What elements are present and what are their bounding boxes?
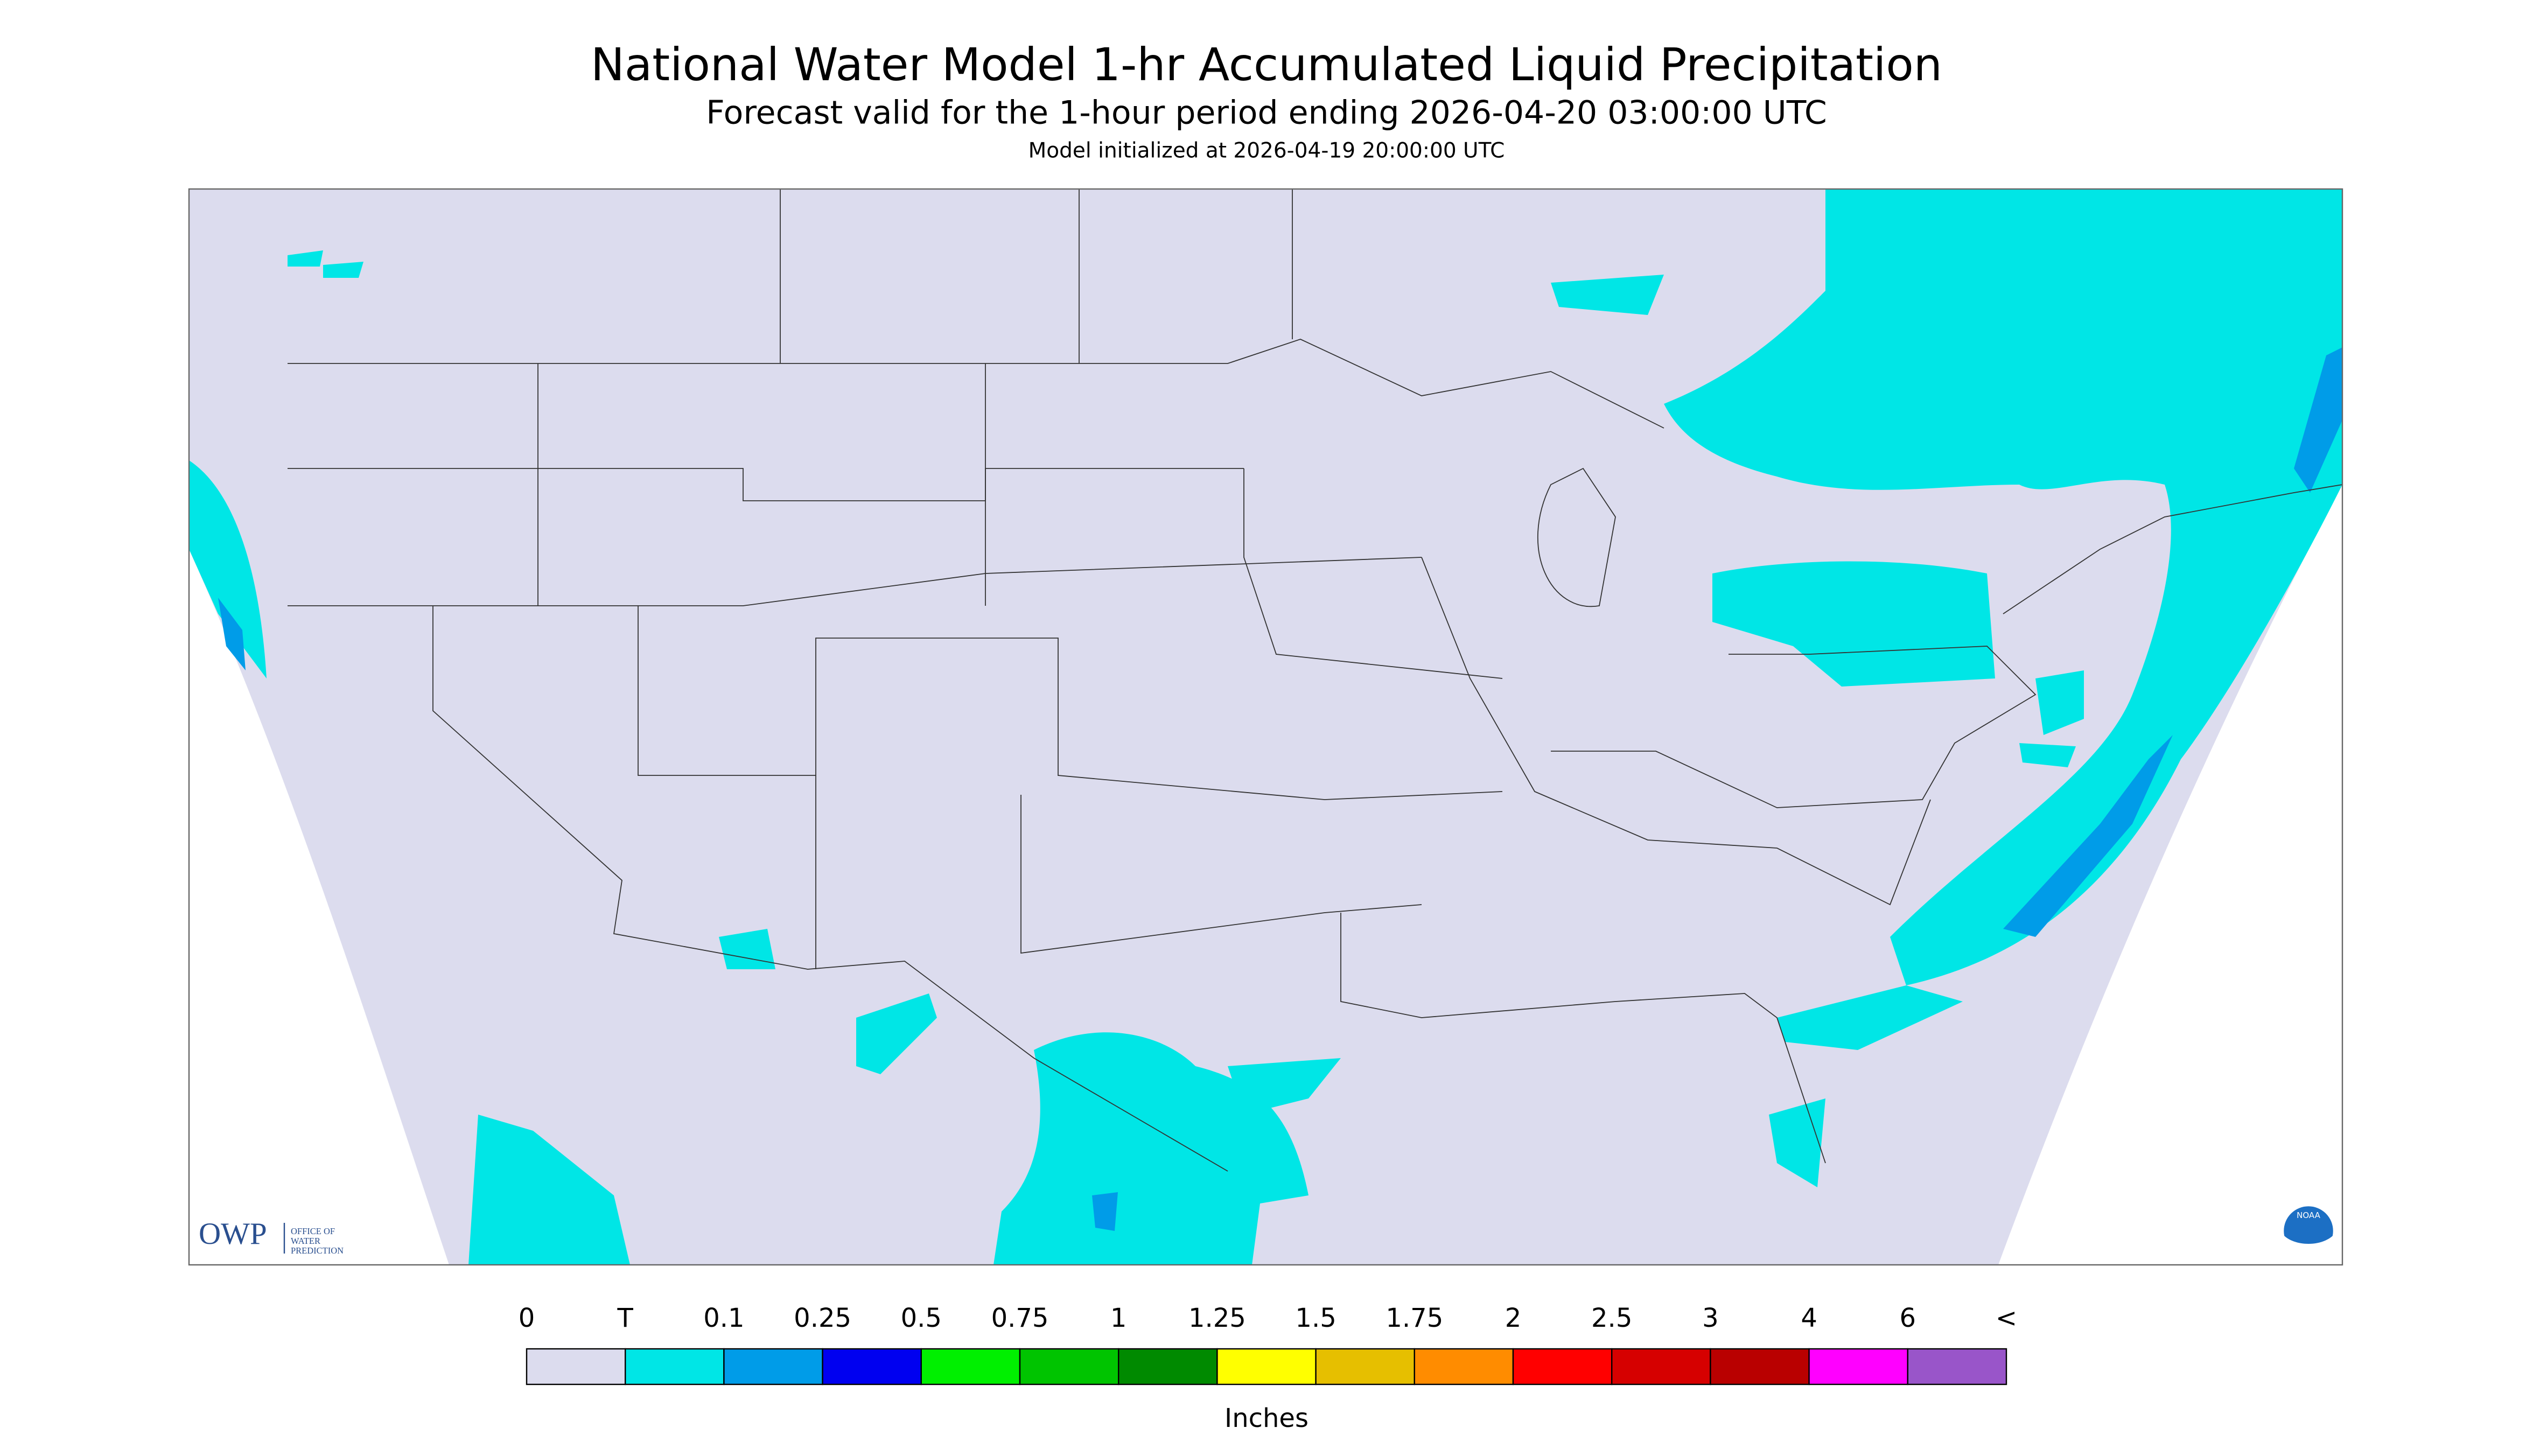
owp-logo-text: OWP <box>199 1217 267 1251</box>
colorbar-label: 0.25 <box>794 1303 851 1333</box>
colorbar-box <box>1118 1348 1218 1385</box>
colorbar-label: 1.75 <box>1386 1303 1443 1333</box>
subtitle: Forecast valid for the 1-hour period end… <box>706 94 1827 132</box>
colorbar-label: 0.75 <box>991 1303 1049 1333</box>
colorbar-box <box>1019 1348 1119 1385</box>
boundaries <box>288 189 2343 1172</box>
colorbar-label: 4 <box>1801 1303 1817 1333</box>
colorbar-label: 2.5 <box>1591 1303 1632 1333</box>
colorbar-label: 2 <box>1505 1303 1522 1333</box>
colorbar-box <box>1611 1348 1711 1385</box>
noaa-logo-text: NOAA <box>2297 1210 2320 1220</box>
colorbar-box <box>1315 1348 1415 1385</box>
owp-logo-subtext: WATER <box>291 1236 320 1246</box>
colorbar-box <box>920 1348 1021 1385</box>
owp-logo-subtext: PREDICTION <box>291 1245 344 1256</box>
colorbar-label: 1.5 <box>1295 1303 1336 1333</box>
colorbar-box <box>1216 1348 1317 1385</box>
colorbar-label: 1.25 <box>1188 1303 1246 1333</box>
colorbar-box <box>1512 1348 1613 1385</box>
outside-domain <box>1998 485 2342 1265</box>
colorbar-box <box>1414 1348 1514 1385</box>
colorbar: 0 T 0.1 0.25 0.5 0.75 1 1.25 1.5 1.75 2 2.5 3 4 6 < <box>519 1303 2017 1385</box>
colorbar-box <box>723 1348 823 1385</box>
colorbar-box <box>822 1348 922 1385</box>
outside-domain <box>189 189 449 1265</box>
colorbar-label: 0.5 <box>901 1303 942 1333</box>
colorbar-unit: Inches <box>1224 1403 1309 1433</box>
colorbar-label: 0 <box>519 1303 535 1333</box>
noaa-logo: NOAA <box>2281 1203 2336 1258</box>
colorbar-label: 6 <box>1900 1303 1916 1333</box>
owp-logo-subtext: OFFICE OF <box>291 1226 335 1236</box>
colorbar-box <box>526 1348 626 1385</box>
title: National Water Model 1-hr Accumulated Li… <box>591 38 1942 91</box>
owp-logo: OWP OFFICE OF WATER PREDICTION <box>199 1217 344 1256</box>
colorbar-label: 0.1 <box>703 1303 744 1333</box>
colorbar-box <box>625 1348 725 1385</box>
colorbar-box <box>1808 1348 1909 1385</box>
colorbar-box <box>1907 1348 2007 1385</box>
map-panel: OWP OFFICE OF WATER PREDICTION NOAA <box>188 188 2343 1266</box>
init-line: Model initialized at 2026-04-19 20:00:00… <box>1028 139 1505 163</box>
colorbar-label: T <box>617 1303 634 1333</box>
colorbar-label: 1 <box>1110 1303 1127 1333</box>
precipitation <box>189 189 2342 1265</box>
map-frame <box>188 188 2343 1266</box>
colorbar-label: < <box>1996 1303 2017 1333</box>
colorbar-box <box>1710 1348 1810 1385</box>
colorbar-label: 3 <box>1702 1303 1719 1333</box>
